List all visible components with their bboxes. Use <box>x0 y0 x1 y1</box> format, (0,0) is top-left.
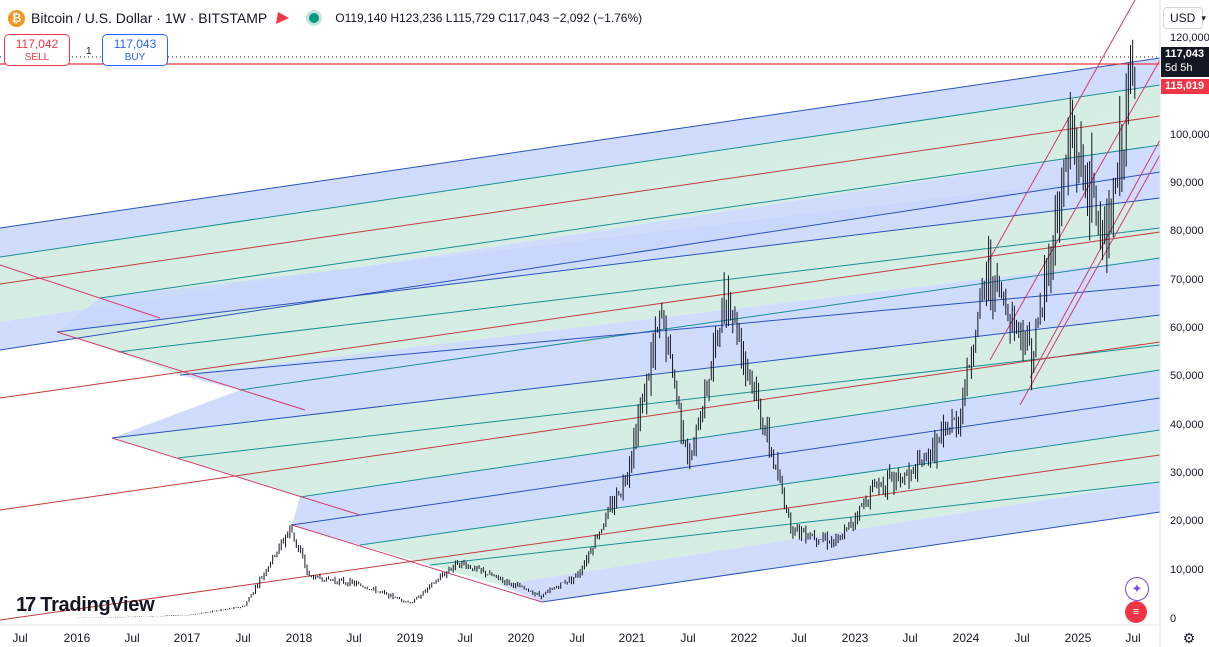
time-axis-label: Jul <box>902 631 918 645</box>
time-axis-label: Jul <box>680 631 696 645</box>
time-axis-label: 2023 <box>841 631 869 645</box>
last-price-value: 117,043 <box>1165 48 1205 60</box>
pitchfork-bands <box>0 58 1160 602</box>
time-axis-label: 2025 <box>1064 631 1092 645</box>
us-flag-icon[interactable]: ≡ <box>1125 601 1147 623</box>
price-axis-label: 0 <box>1170 613 1177 625</box>
price-axis-label: 100,000 <box>1170 129 1209 141</box>
price-axis-label: 40,000 <box>1170 419 1204 431</box>
tradingview-logo[interactable]: 17 TradingView <box>16 594 155 617</box>
buy-button[interactable]: 117,043 BUY <box>102 34 168 66</box>
currency-select[interactable]: USD ▾ <box>1163 7 1206 29</box>
price-axis-label: 60,000 <box>1170 322 1204 334</box>
ohlc-values: O119,140 H123,236 L115,729 C117,043 −2,0… <box>335 11 643 25</box>
tradingview-wordmark: TradingView <box>40 594 155 616</box>
time-axis-label: 2016 <box>63 631 91 645</box>
spread-value: 1 <box>86 46 92 57</box>
time-axis-label: Jul <box>12 631 28 645</box>
time-axis-label: 2024 <box>952 631 980 645</box>
sell-price: 117,042 <box>15 37 59 51</box>
price-axis-label: 70,000 <box>1170 274 1204 286</box>
time-axis-label: 2022 <box>730 631 758 645</box>
price-axis-label: 120,000 <box>1170 32 1209 44</box>
time-axis-label: 2017 <box>173 631 201 645</box>
time-axis-label: 2018 <box>285 631 313 645</box>
rising-channel <box>987 0 1160 406</box>
price-axis-label: 90,000 <box>1170 177 1204 189</box>
bar-countdown: 5d 5h <box>1165 62 1193 74</box>
chevron-down-icon: ▾ <box>1201 12 1206 23</box>
currency-label: USD <box>1170 11 1196 25</box>
price-line-value: 115,019 <box>1165 80 1205 92</box>
time-axis-label: Jul <box>346 631 362 645</box>
sparkle-icon[interactable]: ✦ <box>1125 577 1149 601</box>
flag-icon[interactable] <box>276 12 291 24</box>
time-axis-label: Jul <box>569 631 585 645</box>
price-axis-label: 20,000 <box>1170 515 1204 527</box>
market-status-icon[interactable] <box>309 13 320 23</box>
symbol-header[interactable]: ₿ Bitcoin / U.S. Dollar · 1W · BITSTAMP … <box>8 7 642 29</box>
time-axis-label: 2021 <box>618 631 646 645</box>
tradingview-icon: 17 <box>16 594 36 616</box>
time-axis-label: Jul <box>791 631 807 645</box>
sell-button[interactable]: 117,042 SELL <box>4 34 70 66</box>
price-axis-label: 80,000 <box>1170 225 1204 237</box>
price-line-tag: 115,019 <box>1161 79 1209 94</box>
time-axis-label: Jul <box>235 631 251 645</box>
time-axis-label: Jul <box>1125 631 1141 645</box>
last-price-tag: 117,043 5d 5h <box>1161 47 1209 77</box>
price-axis-label: 50,000 <box>1170 370 1204 382</box>
time-axis-label: Jul <box>1014 631 1030 645</box>
price-candles <box>76 39 1136 619</box>
symbol-title[interactable]: Bitcoin / U.S. Dollar · 1W · BITSTAMP <box>31 10 268 26</box>
bitcoin-icon: ₿ <box>8 9 25 27</box>
time-axis-label: Jul <box>457 631 473 645</box>
price-axis-label: 30,000 <box>1170 467 1204 479</box>
buy-label: BUY <box>124 52 146 63</box>
settings-gear-icon[interactable]: ⚙ <box>1182 629 1196 646</box>
price-axis-label: 10,000 <box>1170 564 1204 576</box>
buy-price: 117,043 <box>113 37 157 51</box>
sell-label: SELL <box>24 52 50 63</box>
time-axis-label: 2020 <box>507 631 535 645</box>
time-axis-label: Jul <box>124 631 140 645</box>
time-axis-label: 2019 <box>396 631 424 645</box>
